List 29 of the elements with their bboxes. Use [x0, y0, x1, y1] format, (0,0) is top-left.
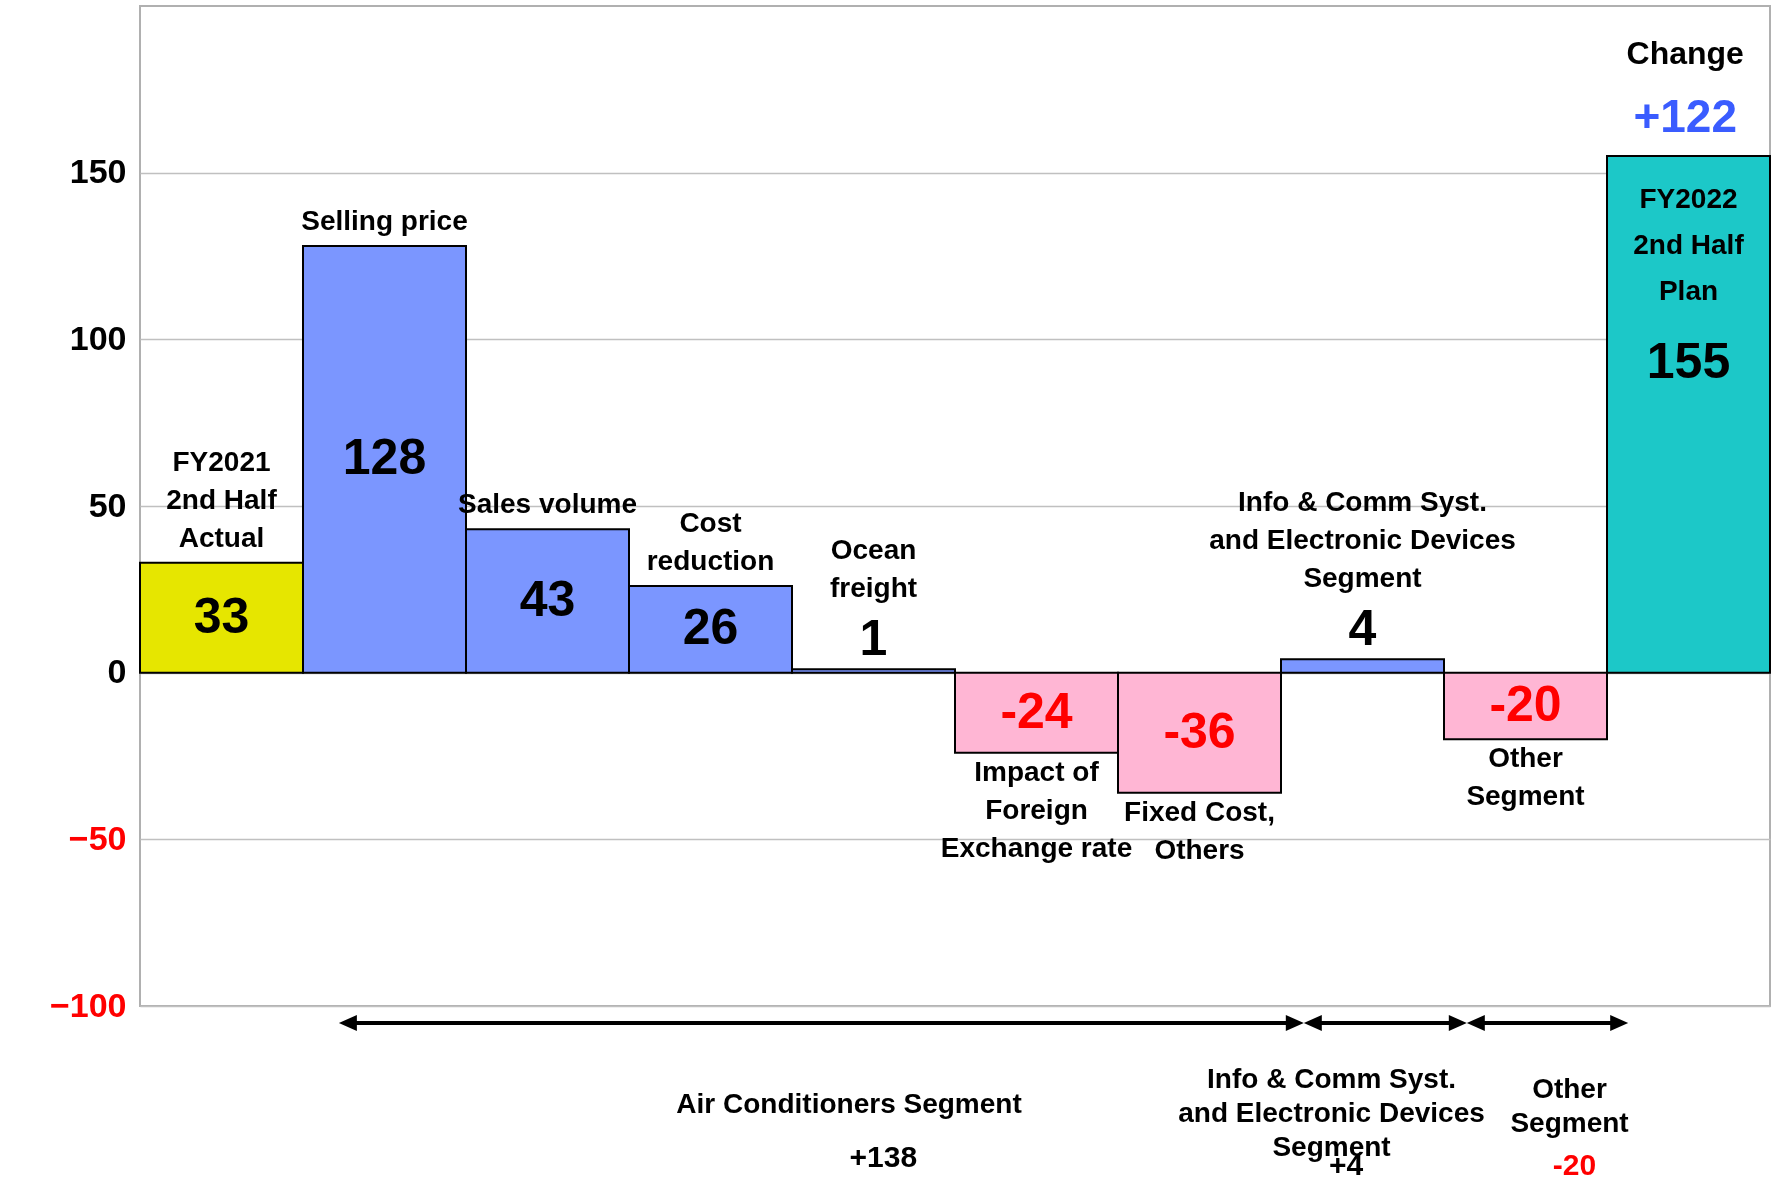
text: Other Segment [1510, 1073, 1629, 1138]
data-label: 26 [682, 599, 739, 656]
y-tick-label: −100 [49, 985, 127, 1024]
x-tick-label: Cost reduction [646, 507, 775, 576]
data-label: 4 [1348, 600, 1377, 657]
y-tick-label: 150 [69, 152, 127, 191]
data-label: 1 [859, 610, 888, 667]
y-tick-label: 50 [88, 485, 127, 524]
data-label: 33 [193, 587, 250, 644]
x-tick-label: Ocean freight [829, 534, 918, 604]
data-label: -20 [1489, 676, 1562, 732]
text: Air Conditioners Segment [676, 1088, 1022, 1119]
data-label: -24 [1000, 682, 1073, 739]
y-tick-label: −50 [68, 818, 127, 857]
x-tick-label: Info & Comm Syst. and Electronic Devices Segment [1209, 486, 1516, 594]
y-tick-label: 0 [107, 652, 127, 691]
text: -20 [1552, 1148, 1597, 1181]
annotation: Change [1626, 35, 1744, 71]
data-label: 155 [1646, 332, 1731, 389]
data-label: 128 [342, 429, 427, 486]
x-tick-label: Other Segment [1466, 742, 1585, 812]
y-tick-label: 100 [69, 318, 127, 357]
data-label: -36 [1163, 702, 1236, 759]
data-label: 43 [519, 571, 576, 627]
x-tick-label: Selling price [301, 205, 468, 236]
x-tick-label: FY2022 2nd Half Plan [1633, 183, 1745, 306]
x-tick-label: FY2021 2nd Half Actual [166, 445, 278, 553]
annotation: +122 [1633, 90, 1738, 142]
text: +138 [849, 1140, 918, 1173]
